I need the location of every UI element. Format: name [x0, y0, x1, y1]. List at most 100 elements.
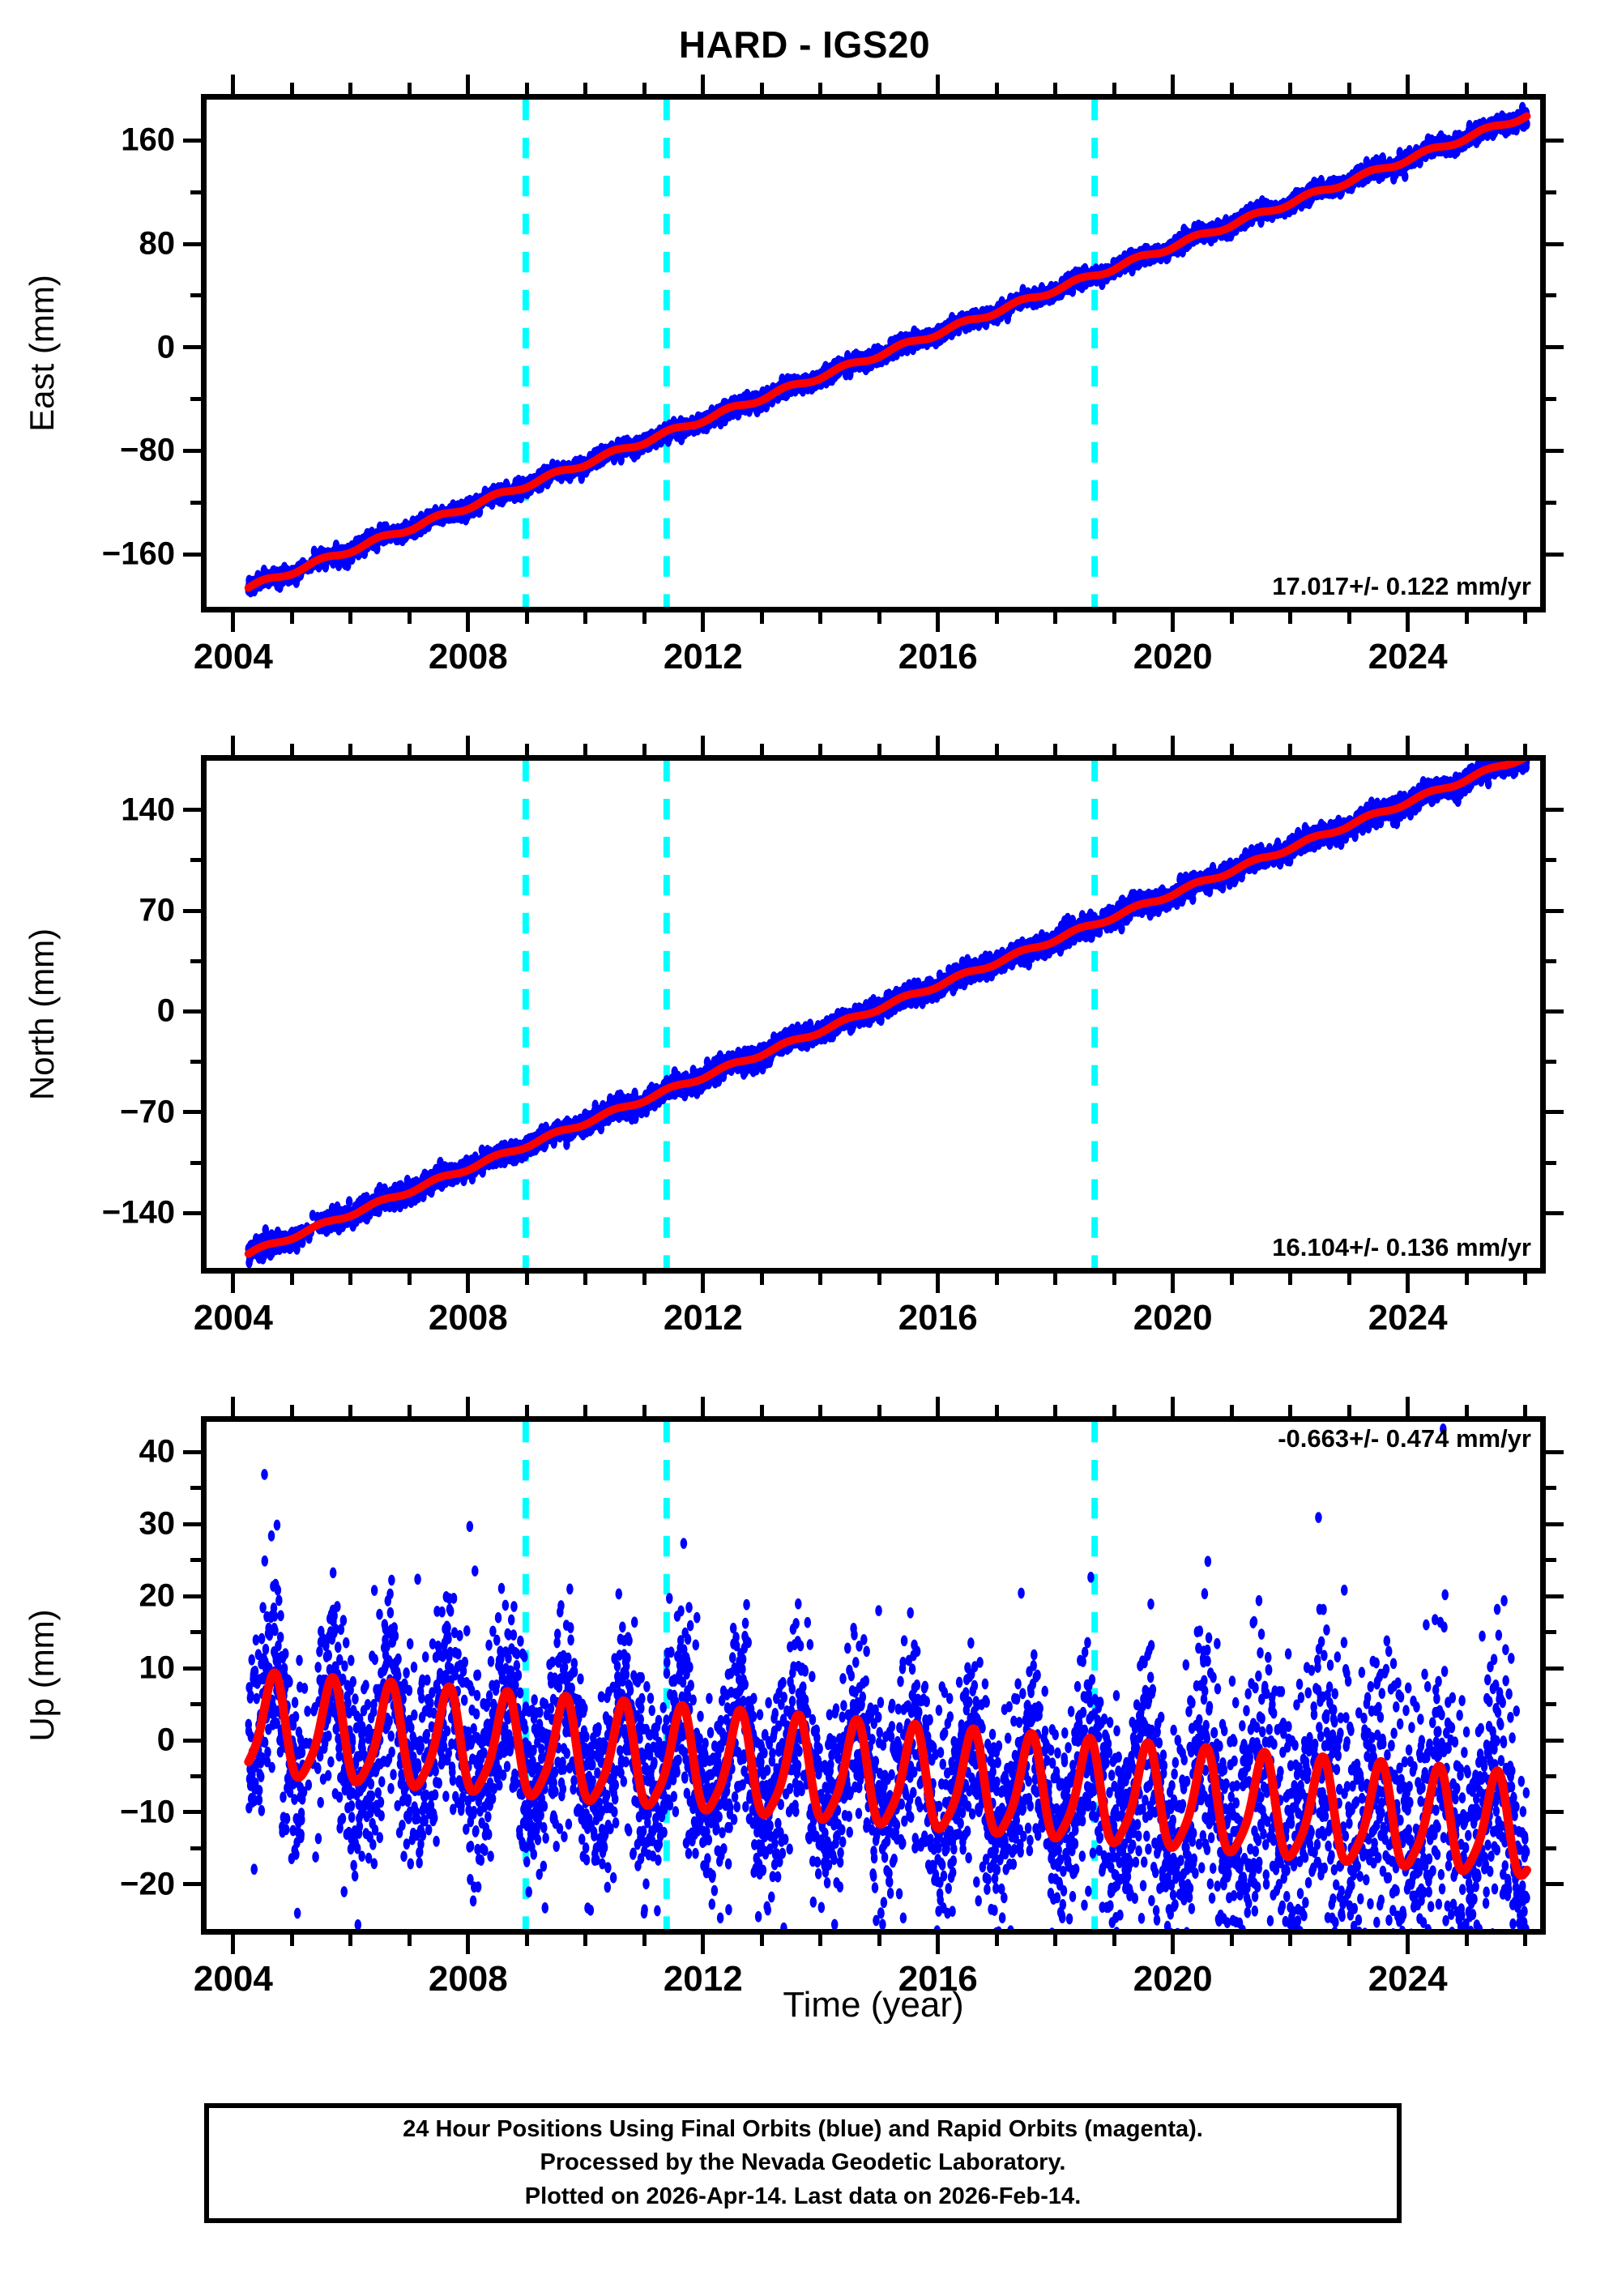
x-axis-tick-major: [466, 612, 471, 632]
y-axis-tick-minor-right: [1546, 1160, 1556, 1165]
x-axis-tick-minor-top: [818, 83, 823, 94]
x-axis-tick-label: 2012: [663, 1298, 743, 1338]
y-axis-tick-minor: [190, 858, 201, 863]
x-axis-tick-minor-top: [642, 83, 647, 94]
caption-line-2: Processed by the Nevada Geodetic Laborat…: [540, 2149, 1066, 2176]
x-axis-tick-minor: [877, 1935, 881, 1946]
x-axis-tick-minor: [524, 1274, 529, 1285]
y-axis-tick-major: [183, 1666, 201, 1671]
y-axis-tick-major: [183, 1882, 201, 1887]
x-axis-tick-minor-top: [994, 744, 999, 755]
x-axis-tick-major: [231, 1274, 236, 1293]
x-axis-tick-major-top: [936, 1397, 941, 1416]
y-axis-tick-major: [183, 1521, 201, 1526]
y-axis-tick-major-right: [1546, 138, 1564, 143]
x-axis-tick-minor: [877, 1274, 881, 1285]
x-axis-tick-minor-top: [407, 744, 412, 755]
y-axis-tick-minor: [190, 1060, 201, 1065]
x-axis-tick-minor: [818, 1935, 823, 1946]
x-axis-tick-minor: [289, 1274, 294, 1285]
x-axis-tick-minor-top: [1053, 1405, 1058, 1416]
caption-box: 24 Hour Positions Using Final Orbits (bl…: [204, 2103, 1402, 2223]
panel-up: Up (mm) -0.663+/- 0.474 mm/yr Time (year…: [23, 1397, 1564, 2025]
y-axis-tick-major: [183, 1210, 201, 1215]
x-axis-tick-major-top: [466, 75, 471, 94]
x-axis-tick-minor: [1347, 1935, 1351, 1946]
x-axis-tick-major-top: [1406, 1397, 1411, 1416]
x-axis-tick-minor: [1112, 1274, 1116, 1285]
x-axis-tick-minor-top: [1288, 83, 1293, 94]
y-axis-tick-minor-right: [1546, 1702, 1556, 1707]
x-axis-tick-major: [1171, 1274, 1176, 1293]
x-axis-tick-major: [231, 1935, 236, 1954]
x-axis-tick-label: 2020: [1133, 637, 1213, 676]
x-axis-tick-minor-top: [348, 83, 353, 94]
x-axis-tick-minor-top: [524, 1405, 529, 1416]
x-axis-tick-major-top: [231, 75, 236, 94]
x-axis-tick-minor: [994, 612, 999, 624]
x-axis-tick-minor: [1288, 1935, 1293, 1946]
panel-east-plotarea: [207, 100, 1540, 607]
x-axis-tick-minor-top: [642, 744, 647, 755]
x-axis-tick-minor-top: [759, 83, 764, 94]
model-fit-line: [244, 761, 1528, 1258]
x-axis-tick-label: 2024: [1368, 1298, 1448, 1338]
y-axis-tick-label: 0: [156, 329, 175, 365]
y-axis-tick-major-right: [1546, 908, 1564, 913]
y-axis-tick-minor-right: [1546, 1486, 1556, 1491]
y-axis-tick-label: 40: [139, 1433, 176, 1470]
y-axis-tick-label: −140: [101, 1194, 175, 1231]
y-axis-tick-major: [183, 138, 201, 143]
x-axis-tick-label: 2004: [193, 637, 273, 676]
y-axis-tick-minor-right: [1546, 1558, 1556, 1563]
y-axis-tick-minor-right: [1546, 858, 1556, 863]
x-axis-tick-minor-top: [818, 1405, 823, 1416]
x-axis-tick-minor: [818, 1274, 823, 1285]
x-axis-tick-major-top: [466, 1397, 471, 1416]
x-axis-tick-minor: [1464, 1274, 1469, 1285]
panel-up-y-axis-title: Up (mm): [23, 1609, 61, 1742]
y-axis-tick-major-right: [1546, 1009, 1564, 1014]
x-axis-tick-minor-top: [1347, 1405, 1351, 1416]
y-axis-tick-label: 0: [156, 992, 175, 1029]
y-axis-tick-major-right: [1546, 345, 1564, 350]
x-axis-tick-minor: [759, 1935, 764, 1946]
x-axis-tick-minor-top: [583, 83, 588, 94]
y-axis-tick-major-right: [1546, 1594, 1564, 1598]
y-axis-tick-minor-right: [1546, 293, 1556, 298]
x-axis-tick-minor-top: [1464, 1405, 1469, 1416]
y-axis-tick-major: [183, 1738, 201, 1743]
x-axis-tick-minor-top: [1229, 744, 1234, 755]
x-axis-tick-major: [701, 1935, 706, 1954]
x-axis-tick-major: [936, 1274, 941, 1293]
panel-up-plotarea: [207, 1422, 1540, 1929]
x-axis-tick-major: [701, 1274, 706, 1293]
y-axis-tick-label: 140: [121, 792, 175, 828]
x-axis-tick-minor-top: [407, 1405, 412, 1416]
x-axis-tick-minor-top: [348, 744, 353, 755]
y-axis-tick-label: 0: [156, 1722, 175, 1758]
y-axis-tick-major-right: [1546, 241, 1564, 246]
x-axis-tick-minor-top: [1464, 83, 1469, 94]
y-axis-tick-minor: [190, 500, 201, 505]
y-axis-tick-label: 160: [121, 122, 175, 158]
x-axis-tick-minor: [1523, 1274, 1528, 1285]
x-axis-tick-minor: [1112, 612, 1116, 624]
y-axis-tick-minor-right: [1546, 958, 1556, 963]
x-axis-tick-minor: [1053, 1935, 1058, 1946]
x-axis-tick-minor-top: [289, 1405, 294, 1416]
y-axis-tick-label: 10: [139, 1649, 176, 1686]
panel-north-frame: [201, 755, 1546, 1274]
y-axis-tick-label: −80: [120, 432, 175, 468]
x-axis-tick-minor: [1112, 1935, 1116, 1946]
x-axis-tick-minor-top: [1347, 83, 1351, 94]
y-axis-tick-major: [183, 448, 201, 453]
panel-east-rate-label: 17.017+/- 0.122 mm/yr: [1272, 572, 1531, 600]
x-axis-tick-minor: [524, 1935, 529, 1946]
y-axis-tick-major: [183, 345, 201, 350]
x-axis-tick-label: 2012: [663, 1959, 743, 1999]
x-axis-tick-major-top: [1171, 1397, 1176, 1416]
x-axis-tick-minor: [524, 612, 529, 624]
y-axis-tick-major: [183, 1110, 201, 1115]
x-axis-tick-minor: [289, 612, 294, 624]
